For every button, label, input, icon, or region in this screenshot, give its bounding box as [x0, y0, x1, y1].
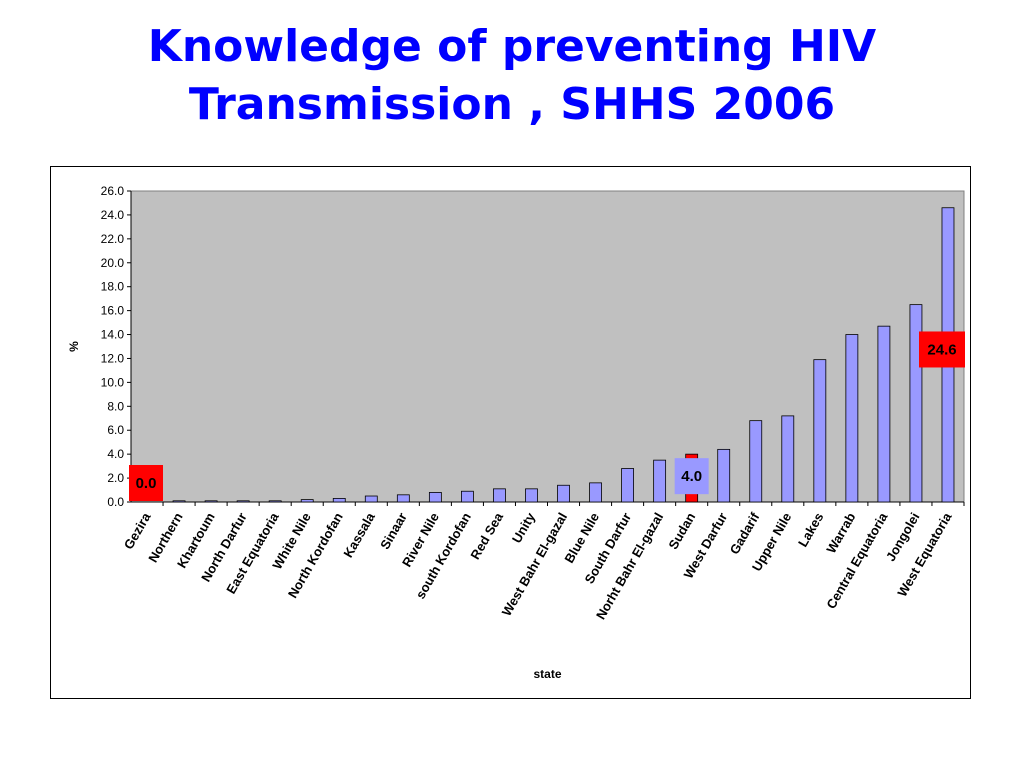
data-label: 0.0: [136, 475, 157, 492]
y-tick-label: 0.0: [107, 495, 124, 509]
y-axis-title: %: [67, 341, 81, 352]
data-label-box: [919, 331, 965, 368]
category-label: Gadarif: [727, 509, 763, 556]
plot-area: [130, 190, 965, 503]
category-label: Gezira: [121, 509, 154, 552]
bar-red-sea: [493, 488, 506, 503]
bar-khartoum: [204, 500, 218, 503]
bar-river-nile: [428, 492, 442, 503]
category-label: Central Equatoria: [823, 509, 891, 611]
bar-central-equatoria: [877, 325, 891, 503]
y-tick-label: 18.0: [101, 280, 125, 294]
y-tick-label: 6.0: [107, 423, 124, 437]
bar-north-darfur: [236, 500, 250, 503]
y-tick-label: 20.0: [101, 256, 125, 270]
bar-unity: [525, 488, 538, 503]
data-label-box: [674, 458, 709, 495]
y-tick-label: 10.0: [101, 375, 125, 389]
bar-norht-bahr-el-gazal: [653, 459, 667, 503]
y-tick-label: 8.0: [107, 399, 124, 413]
title-line-2: Transmission , SHHS 2006: [188, 79, 836, 130]
data-label-box: [129, 465, 163, 501]
bar-upper-nile: [781, 415, 795, 503]
bar-south-kordofan: [461, 490, 474, 503]
x-axis-title: state: [533, 667, 561, 681]
y-tick-label: 16.0: [101, 304, 125, 318]
category-label: Lakes: [795, 510, 826, 549]
category-label: Kassala: [340, 509, 378, 560]
chart-frame: 0.0 2.0 4.0 6.0 8.0 10.0 12.0 14.0 16.0 18.0 20.0 2…: [50, 166, 971, 699]
bar-west-bahr-el-gazal: [557, 484, 570, 503]
category-label: Unity: [509, 509, 539, 545]
bar-blue-nile: [589, 482, 602, 503]
slide-title: Knowledge of preventing HIV Transmission…: [0, 18, 1024, 134]
bar-white-nile: [300, 499, 314, 503]
bar-south-darfur: [621, 468, 634, 503]
y-tick-label: 24.0: [101, 208, 125, 222]
y-tick-label: 4.0: [107, 447, 124, 461]
bar-north-kordofan: [332, 498, 346, 503]
bar-kassala: [364, 495, 378, 503]
category-label: Warrab: [823, 510, 858, 556]
bar-chart: 0.0 2.0 4.0 6.0 8.0 10.0 12.0 14.0 16.0 18.0 20.0 2…: [67, 184, 965, 681]
bar-warrab: [845, 334, 859, 503]
y-tick-label: 14.0: [101, 328, 125, 342]
category-label: Sinaar: [377, 510, 410, 552]
bar-sinaar: [396, 494, 410, 503]
bar-jongolei: [909, 304, 923, 503]
y-tick-label: 22.0: [101, 232, 125, 246]
y-tick-label: 12.0: [101, 351, 125, 365]
category-label: Sudan: [665, 510, 698, 552]
data-label: 4.0: [681, 468, 702, 485]
data-label: 24.6: [927, 341, 956, 358]
category-label: West Bahr El-gazal: [499, 510, 570, 619]
bar-east-equatoria: [268, 500, 282, 503]
bar-northern: [172, 500, 186, 503]
y-tick-label: 26.0: [101, 184, 125, 198]
y-tick-label: 2.0: [107, 471, 124, 485]
bar-gadarif: [749, 420, 763, 503]
title-line-1: Knowledge of preventing HIV: [147, 21, 877, 72]
bar-lakes: [813, 359, 827, 503]
bar-west-darfur: [717, 448, 731, 503]
